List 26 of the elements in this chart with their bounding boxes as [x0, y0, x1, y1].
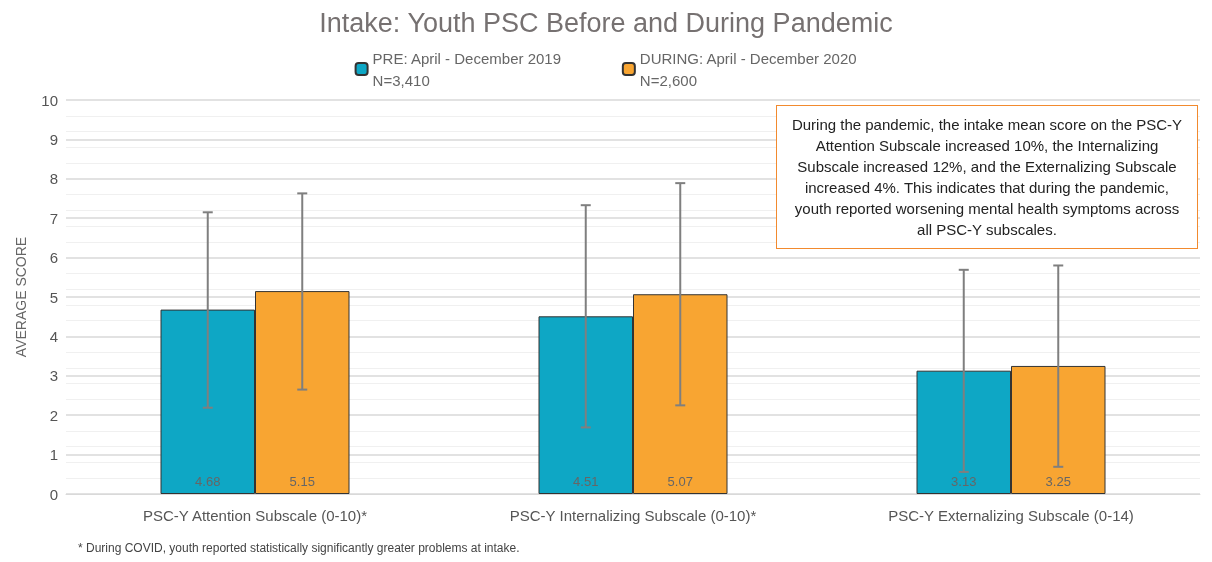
legend-label: DURING: April - December 2020 N=2,600	[639, 49, 857, 89]
y-tick-label: 10	[41, 91, 58, 109]
x-tick-label: PSC-Y Externalizing Subscale (0-14)	[888, 507, 1134, 524]
data-label: 3.13	[951, 474, 977, 489]
text: * During COVID, youth reported statistically significantly greater problems at intake.	[78, 541, 520, 555]
data-label: 5.07	[667, 474, 693, 489]
y-tick-label: 8	[49, 170, 58, 188]
data-label: 4.51	[573, 474, 599, 489]
y-tick-label: 5	[49, 288, 58, 306]
y-tick-label: 1	[49, 446, 58, 464]
x-tick-label: PSC-Y Internalizing Subscale (0-10)*	[509, 507, 757, 524]
data-label: 5.15	[289, 474, 315, 489]
y-tick-label: 6	[49, 249, 58, 267]
y-tick-label: 4	[49, 327, 58, 345]
y-axis-title: AVERAGE SCORE	[13, 236, 29, 358]
x-tick-label: PSC-Y Attention Subscale (0-10)*	[142, 507, 368, 524]
y-tick-label: 7	[49, 209, 58, 227]
chart-title: Intake: Youth PSC Before and During Pandemic	[319, 7, 893, 38]
legend-label: PRE: April - December 2019 N=3,410	[372, 49, 562, 89]
data-label: 4.68	[195, 474, 221, 489]
annotation: During the pandemic, the intake mean score on the PSC-Y Attention Subscale increased 10%, the Internalizing Subscale increased 12%, and the Externalizing Subscale increased 4%. This indicates that during the pandemic, youth reported worsening mental health symptoms across all PSC-Y subscales.	[776, 105, 1198, 249]
y-tick-label: 0	[49, 485, 58, 503]
y-tick-label: 2	[49, 406, 58, 424]
y-tick-label: 3	[49, 367, 58, 385]
data-label: 3.25	[1045, 474, 1071, 489]
y-tick-label: 9	[49, 130, 58, 148]
